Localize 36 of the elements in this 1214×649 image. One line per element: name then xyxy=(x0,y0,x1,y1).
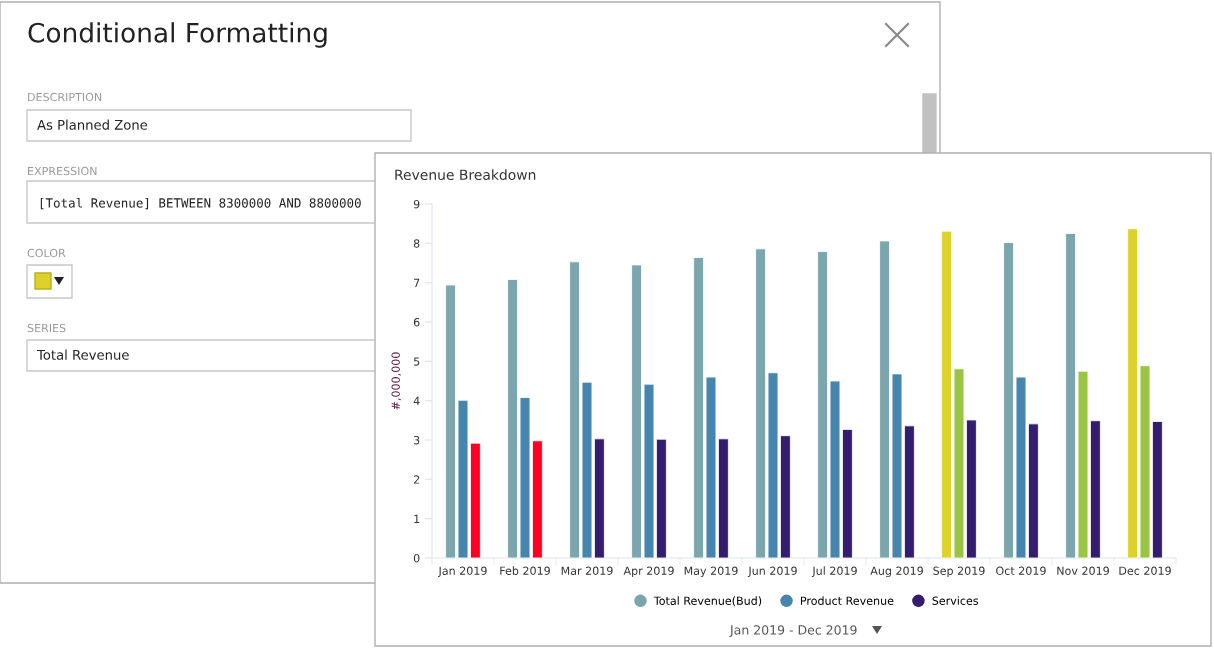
text: Conditional Formatting xyxy=(28,22,327,48)
y-tick-label: 1 xyxy=(414,514,420,523)
y-tick-label: 7 xyxy=(414,278,420,287)
text: SERIES xyxy=(27,323,66,333)
legend-label: Total Revenue(Bud) xyxy=(653,596,762,607)
x-tick-label: Jul 2019 xyxy=(811,566,857,577)
x-tick-label: Jun 2019 xyxy=(747,566,797,577)
x-tick-label: Nov 2019 xyxy=(1057,566,1109,575)
x-tick-label: Aug 2019 xyxy=(870,566,923,578)
chart-title: Revenue Breakdown xyxy=(395,169,536,181)
x-tick-label: Apr 2019 xyxy=(623,566,674,578)
legend-label: Services xyxy=(932,596,979,605)
text: COLOR xyxy=(27,248,66,258)
text: DESCRIPTION xyxy=(28,92,102,102)
x-tick-label: Jan 2019 xyxy=(437,566,487,577)
x-tick-label: May 2019 xyxy=(684,566,738,578)
text: Total Revenue xyxy=(36,349,129,360)
x-tick-label: Sep 2019 xyxy=(933,566,985,578)
text: EXPRESSION xyxy=(28,166,97,176)
y-tick-label: 3 xyxy=(413,435,420,445)
y-tick-label: 0 xyxy=(413,553,420,563)
x-tick-label: Feb 2019 xyxy=(500,566,550,575)
text: [Total Revenue] BETWEEN 8300000 AND 8800000 xyxy=(40,197,361,210)
text: Jan 2019 - Dec 2019 xyxy=(729,625,857,637)
y-tick-label: 5 xyxy=(413,357,420,366)
x-tick-label: Dec 2019 xyxy=(1119,566,1171,575)
y-axis-title: #,000,000 xyxy=(391,352,401,410)
y-tick-label: 9 xyxy=(413,199,420,209)
x-tick-label: Oct 2019 xyxy=(996,566,1046,575)
legend-label: Product Revenue xyxy=(800,596,894,605)
text: As Planned Zone xyxy=(37,119,148,130)
y-tick-label: 4 xyxy=(413,396,420,405)
x-tick-label: Mar 2019 xyxy=(561,566,613,575)
y-tick-label: 2 xyxy=(413,475,420,484)
y-tick-label: 8 xyxy=(413,239,420,248)
y-tick-label: 6 xyxy=(413,317,420,327)
